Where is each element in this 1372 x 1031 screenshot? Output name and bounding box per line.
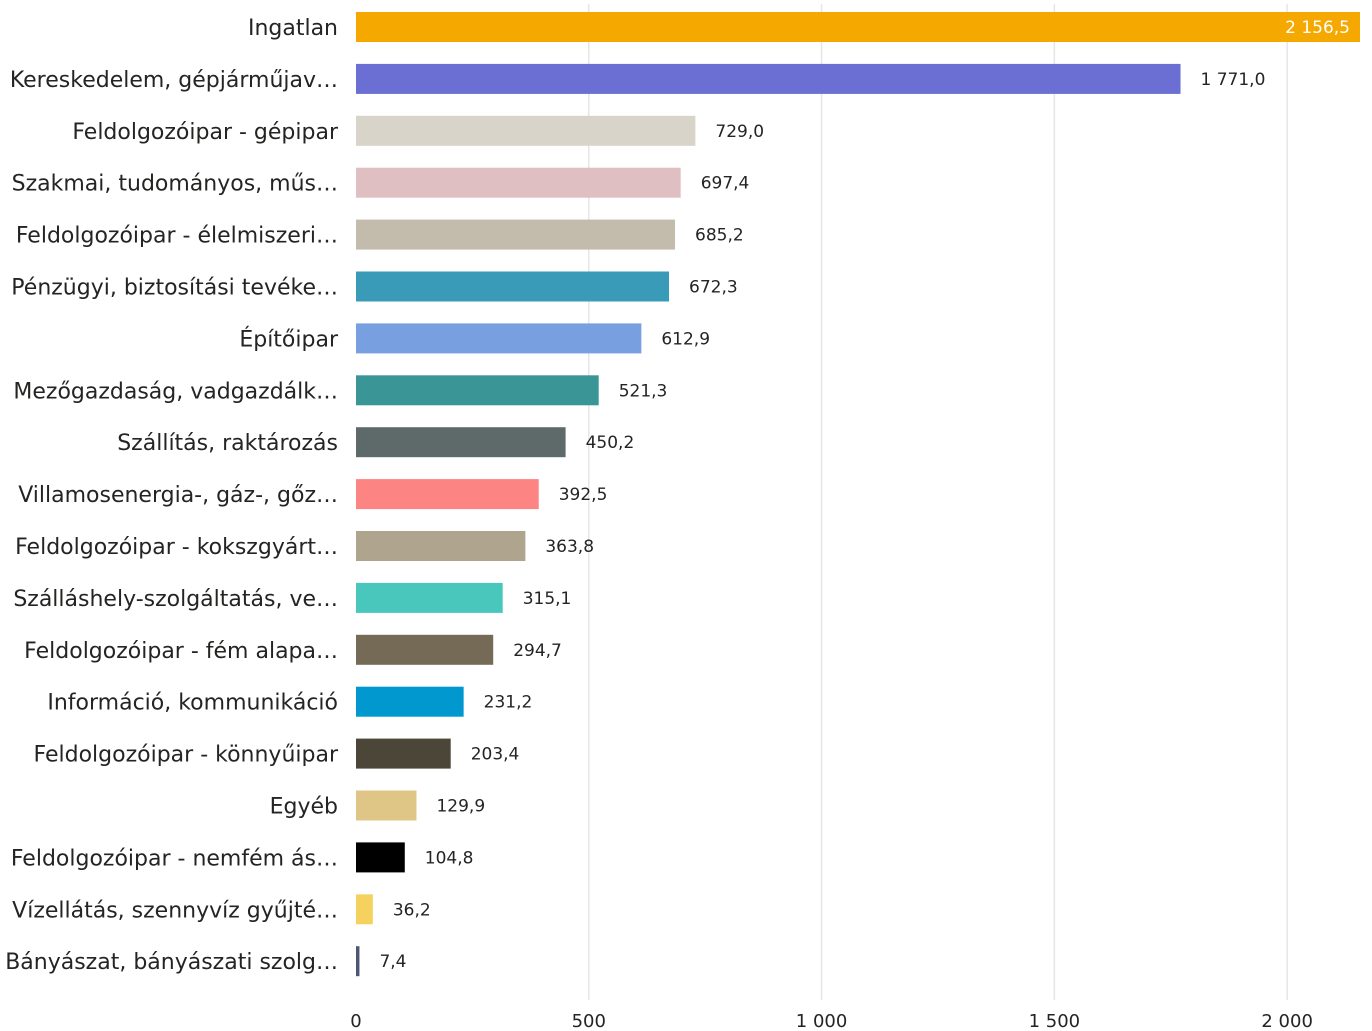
category-label: Feldolgozóipar - kokszgyárt… — [15, 535, 338, 560]
x-axis-tick-labels: 0 500 1 000 1 500 2 000 — [350, 1011, 1313, 1031]
bar — [356, 427, 566, 458]
category-label: Villamosenergia-, gáz-, gőz… — [18, 483, 338, 508]
bar — [356, 894, 373, 925]
bar — [356, 842, 405, 873]
bars — [356, 12, 1360, 977]
x-tick-label: 0 — [350, 1011, 361, 1031]
category-label: Feldolgozóipar - fém alapa… — [24, 639, 338, 664]
category-label: Pénzügyi, biztosítási tevéke… — [11, 276, 338, 301]
data-label: 231,2 — [484, 693, 533, 713]
bar — [356, 479, 539, 510]
data-label: 203,4 — [471, 745, 520, 765]
bar — [356, 686, 464, 717]
bar — [356, 634, 494, 665]
data-label: 36,2 — [393, 900, 431, 920]
data-label: 697,4 — [701, 174, 750, 194]
category-label: Vízellátás, szennyvíz gyűjté… — [12, 898, 338, 923]
data-label: 729,0 — [715, 122, 764, 142]
data-label: 129,9 — [436, 797, 485, 817]
data-label: 315,1 — [523, 589, 572, 609]
bar — [356, 12, 1360, 42]
category-label: Információ, kommunikáció — [47, 691, 338, 716]
category-label: Feldolgozóipar - könnyűipar — [34, 743, 339, 768]
bar — [356, 375, 599, 406]
data-label: 363,8 — [545, 537, 594, 557]
category-label: Szállítás, raktározás — [117, 431, 338, 456]
data-label: 104,8 — [425, 848, 474, 868]
gridlines — [588, 4, 1288, 1000]
category-labels: Ingatlan Kereskedelem, gépjárműjav… Feldol… — [5, 16, 339, 975]
data-label: 392,5 — [559, 485, 608, 505]
data-label: 7,4 — [379, 952, 406, 972]
bar — [356, 323, 642, 354]
category-label: Feldolgozóipar - gépipar — [72, 120, 339, 145]
x-tick-label: 1 000 — [796, 1011, 848, 1031]
bar — [356, 582, 503, 613]
x-tick-label: 1 500 — [1029, 1011, 1081, 1031]
category-label: Feldolgozóipar - nemfém ás… — [11, 846, 338, 871]
bar — [356, 63, 1181, 94]
bar — [356, 167, 681, 198]
value-labels: 2 156,5 1 771,0 729,0 697,4 685,2 672,3 612,9 5… — [379, 18, 1350, 972]
data-label: 685,2 — [695, 226, 744, 246]
category-label: Egyéb — [270, 795, 338, 820]
bar — [356, 946, 360, 977]
category-label: Mezőgazdaság, vadgazdálk… — [13, 379, 338, 404]
bar — [356, 531, 526, 561]
data-label: 294,7 — [513, 641, 562, 661]
data-label: 2 156,5 — [1285, 18, 1350, 38]
data-label: 672,3 — [689, 278, 738, 298]
x-tick-label: 2 000 — [1261, 1011, 1313, 1031]
category-label: Szakmai, tudományos, műs… — [12, 172, 338, 197]
data-label: 612,9 — [661, 329, 710, 349]
data-label: 1 771,0 — [1201, 70, 1266, 90]
bar — [356, 271, 670, 302]
category-label: Szálláshely-szolgáltatás, ve… — [13, 587, 338, 612]
category-label: Ingatlan — [248, 16, 338, 41]
category-label: Kereskedelem, gépjárműjav… — [10, 68, 338, 93]
bar — [356, 738, 451, 769]
category-label: Feldolgozóipar - élelmiszeri… — [16, 224, 338, 249]
category-label: Építőipar — [239, 326, 339, 352]
bar — [356, 115, 696, 146]
data-label: 450,2 — [586, 433, 635, 453]
data-label: 521,3 — [619, 381, 668, 401]
bar — [356, 219, 676, 250]
bar — [356, 790, 417, 821]
x-tick-label: 500 — [572, 1011, 606, 1031]
category-label: Bányászat, bányászati szolg… — [5, 950, 338, 975]
